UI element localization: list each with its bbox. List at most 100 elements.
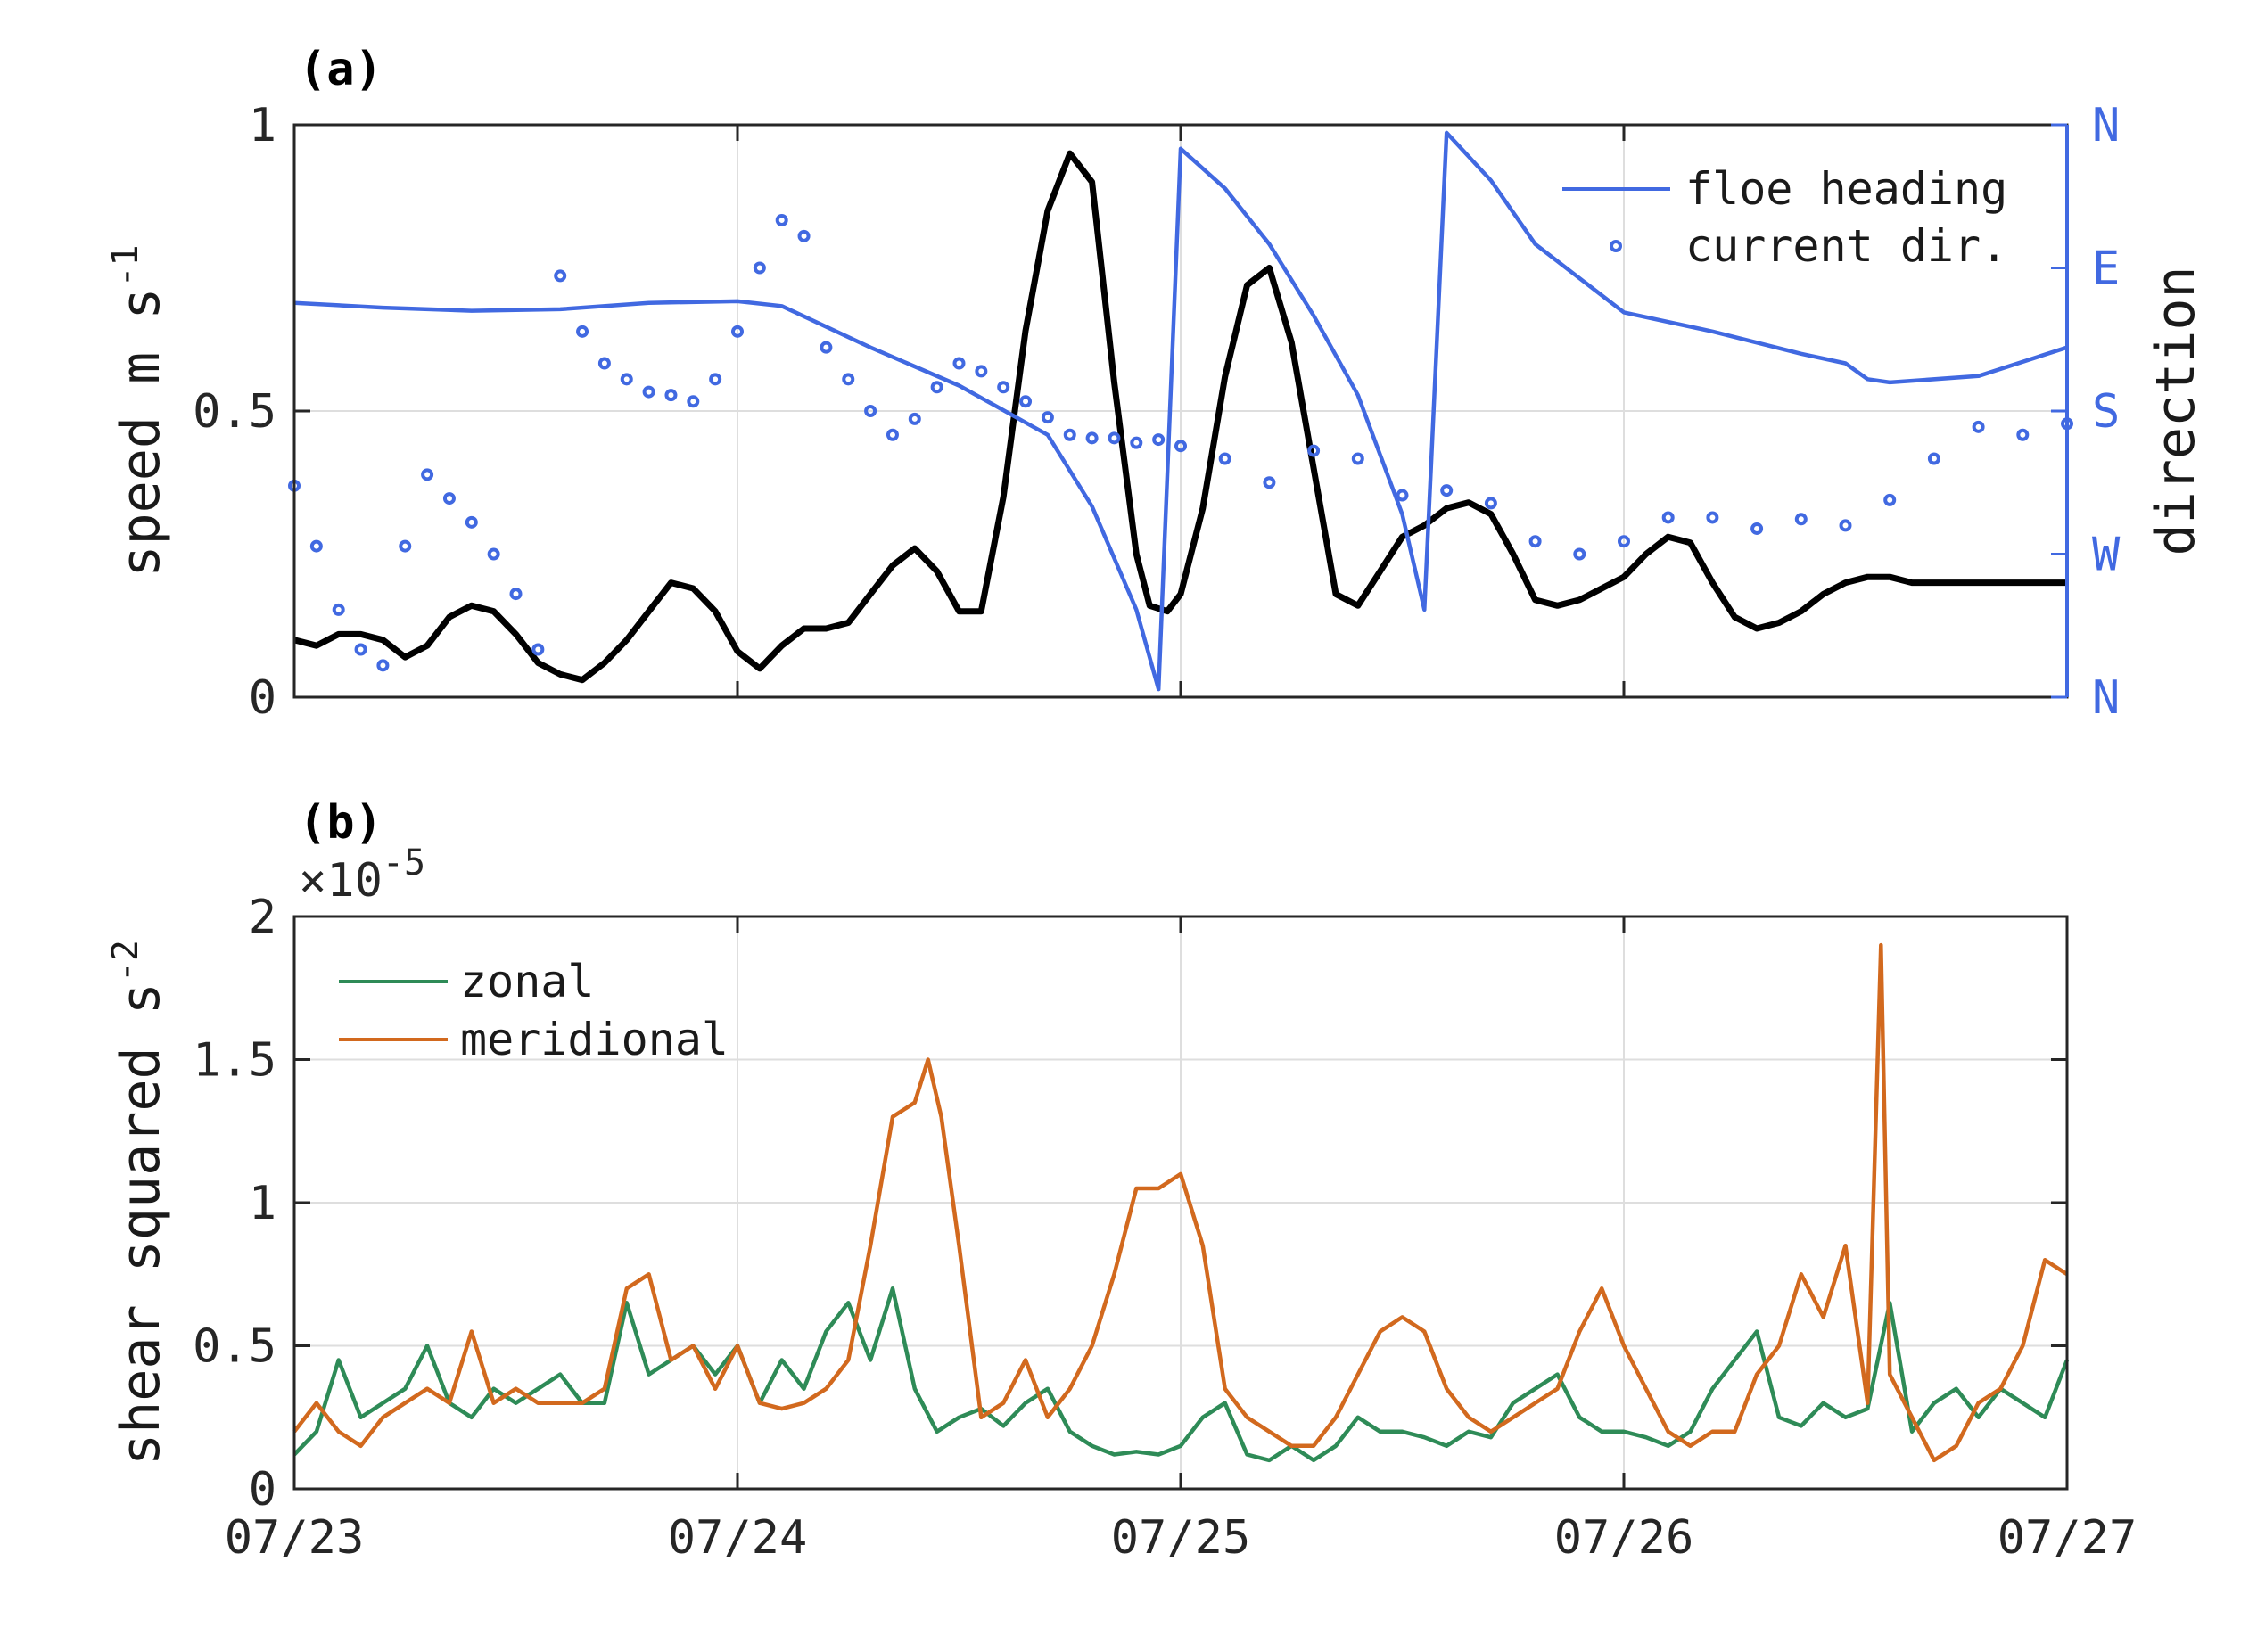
legend-current-dir-label: current dir. bbox=[1685, 220, 2007, 272]
panel-a: 0 0.5 1 N W S E N (a) speed m s-1 direction flo… bbox=[105, 43, 2207, 725]
current-dir-point bbox=[664, 389, 678, 402]
current-dir-point bbox=[354, 643, 367, 656]
current-dir-point bbox=[797, 229, 811, 242]
current-dir-point bbox=[1440, 484, 1454, 497]
current-dir-point bbox=[1794, 513, 1808, 526]
x-tick-label: 07/25 bbox=[1111, 1511, 1251, 1565]
current-dir-point bbox=[1174, 440, 1187, 453]
current-dir-point bbox=[642, 385, 655, 399]
x-tick-label: 07/23 bbox=[225, 1511, 365, 1565]
current-dir-point bbox=[1396, 489, 1409, 502]
series-meridional-line bbox=[292, 942, 2069, 1463]
current-dir-point bbox=[1263, 476, 1276, 489]
legend-current-dir-marker bbox=[1610, 240, 1622, 252]
x-tick-label: 07/26 bbox=[1554, 1511, 1694, 1565]
panel-a-grid bbox=[294, 125, 2067, 697]
panel-b-series bbox=[292, 942, 2070, 1463]
current-dir-point bbox=[1019, 395, 1033, 408]
x-tick-label: 07/24 bbox=[668, 1511, 808, 1565]
panel-b-ylabel-sup: -2 bbox=[105, 940, 146, 982]
current-dir-point bbox=[1085, 431, 1099, 445]
y-tick-label: 2 bbox=[249, 891, 276, 944]
legend-floe-heading-label: floe heading bbox=[1685, 163, 2007, 215]
current-dir-point bbox=[465, 515, 478, 529]
current-dir-point bbox=[1618, 535, 1630, 548]
current-dir-point bbox=[687, 395, 700, 408]
current-dir-point bbox=[442, 492, 456, 505]
current-dir-point bbox=[421, 468, 434, 481]
current-dir-point bbox=[1661, 511, 1675, 524]
current-dir-point bbox=[952, 357, 966, 370]
current-dir-point bbox=[309, 539, 323, 553]
current-dir-point bbox=[2016, 428, 2030, 441]
y2-tick-label: N bbox=[2092, 99, 2120, 152]
current-dir-point bbox=[531, 643, 545, 656]
current-dir-point bbox=[1573, 547, 1586, 561]
current-dir-point bbox=[376, 659, 390, 672]
current-dir-point bbox=[1351, 452, 1364, 465]
y2-tick-label: W bbox=[2092, 529, 2121, 582]
current-dir-point bbox=[1063, 428, 1076, 441]
series-floe-heading-line bbox=[293, 130, 2068, 692]
current-dir-point bbox=[1152, 433, 1166, 447]
panel-b: 07/23 07/24 07/25 07/26 07/27 0 0.5 1 1.5 2 (b) ×… bbox=[105, 796, 2137, 1565]
y-tick-label: 0.5 bbox=[193, 385, 276, 439]
current-dir-point bbox=[886, 428, 899, 441]
current-dir-point bbox=[1484, 497, 1497, 510]
panel-b-legend: zonal meridional bbox=[339, 956, 729, 1065]
current-dir-point bbox=[1130, 436, 1143, 449]
y-tick-label: 1 bbox=[249, 99, 276, 152]
panel-a-ylabel-text: speed m s bbox=[110, 288, 172, 578]
current-dir-point bbox=[1307, 444, 1321, 457]
current-dir-point bbox=[1528, 535, 1542, 548]
current-dir-point bbox=[975, 365, 988, 378]
current-dir-point bbox=[709, 373, 722, 386]
current-dir-point bbox=[753, 261, 766, 275]
panel-a-y2label: direction bbox=[2145, 266, 2207, 555]
panel-a-ylabel: speed m s-1 bbox=[105, 244, 172, 577]
current-dir-point bbox=[576, 325, 589, 338]
current-dir-point bbox=[1218, 452, 1231, 465]
panel-b-grid bbox=[294, 916, 2067, 1489]
current-dir-point bbox=[1750, 522, 1764, 535]
panel-b-exponent-base: ×10 bbox=[299, 854, 383, 908]
current-dir-point bbox=[997, 381, 1010, 394]
panel-a-series bbox=[288, 130, 2073, 692]
panel-b-ylabel-text: shear squared s bbox=[110, 982, 172, 1466]
current-dir-point bbox=[597, 357, 611, 370]
y-tick-label: 0 bbox=[249, 671, 276, 725]
panel-b-label: (b) bbox=[299, 796, 383, 850]
panel-b-exponent-sup: -5 bbox=[383, 842, 425, 884]
current-dir-point bbox=[1972, 420, 1985, 433]
current-dir-point bbox=[820, 341, 833, 354]
panel-a-label: (a) bbox=[299, 43, 383, 96]
series-zonal-line bbox=[292, 1286, 2070, 1463]
y2-tick-label: E bbox=[2092, 242, 2120, 296]
current-dir-point bbox=[1706, 511, 1719, 524]
current-dir-point bbox=[775, 214, 788, 226]
current-dir-point bbox=[930, 381, 943, 394]
panel-a-ticks: 0 0.5 1 N W S E N bbox=[193, 99, 2121, 725]
y2-tick-label: N bbox=[2092, 671, 2120, 725]
panel-b-ticks: 07/23 07/24 07/25 07/26 07/27 0 0.5 1 1.5 2 bbox=[193, 891, 2137, 1565]
y-tick-label: 0.5 bbox=[193, 1320, 276, 1374]
series-current-dir bbox=[288, 214, 2073, 672]
current-dir-point bbox=[1839, 519, 1852, 532]
current-dir-point bbox=[842, 373, 855, 386]
panel-b-ylabel: shear squared s-2 bbox=[105, 940, 172, 1466]
current-dir-point bbox=[1108, 431, 1121, 445]
y2-tick-label: S bbox=[2092, 385, 2120, 439]
current-dir-point bbox=[908, 412, 921, 425]
current-dir-point bbox=[1883, 493, 1897, 506]
current-dir-point bbox=[864, 405, 877, 417]
panel-b-exponent: ×10-5 bbox=[299, 842, 425, 908]
current-dir-point bbox=[332, 603, 345, 616]
legend-zonal-label: zonal bbox=[460, 956, 595, 1007]
panel-a-ylabel-sup: -1 bbox=[105, 244, 146, 287]
current-dir-point bbox=[554, 269, 567, 283]
current-dir-point bbox=[509, 588, 523, 601]
y-tick-label: 1.5 bbox=[193, 1034, 276, 1088]
current-dir-point bbox=[1927, 452, 1940, 465]
current-dir-point bbox=[1041, 411, 1054, 424]
